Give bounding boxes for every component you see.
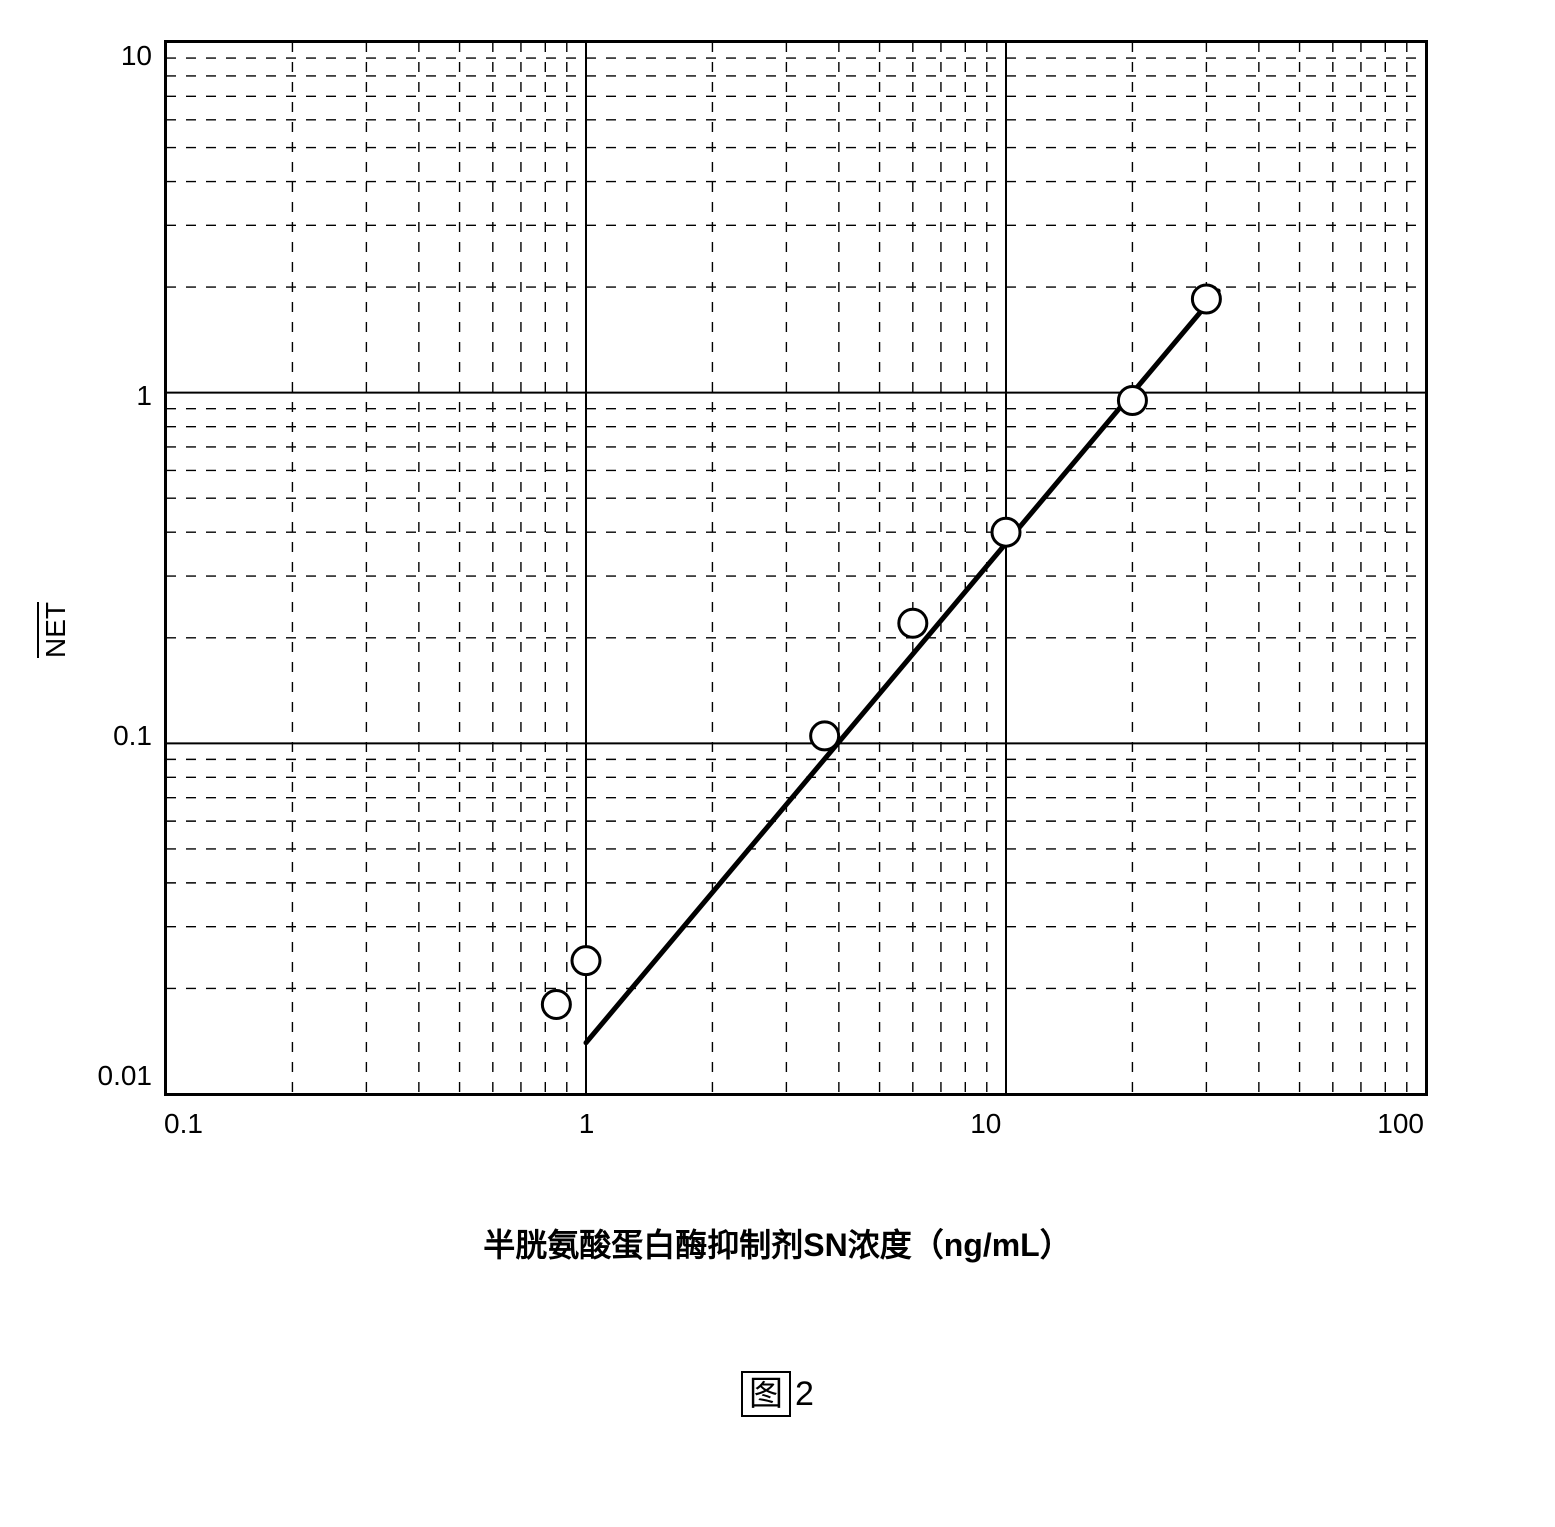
y-axis-ticks: 10 1 0.1 0.01 — [82, 40, 164, 1092]
figure-container: NET 10 1 0.1 0.01 0.1 1 10 100 半胱氨酸蛋白酶抑制… — [40, 40, 1515, 1415]
y-tick: 0.01 — [82, 1060, 152, 1092]
x-tick: 0.1 — [164, 1108, 203, 1140]
caption-prefix: 图 — [741, 1371, 791, 1417]
y-axis-label: NET — [40, 522, 72, 658]
y-tick: 10 — [82, 40, 152, 72]
x-tick: 10 — [970, 1108, 1001, 1140]
plot-svg — [166, 42, 1426, 1094]
figure-caption: 图2 — [40, 1366, 1515, 1415]
caption-number: 2 — [795, 1375, 814, 1413]
y-tick: 0.1 — [82, 720, 152, 752]
x-axis-label: 半胱氨酸蛋白酶抑制剂SN浓度（ng/mL） — [40, 1220, 1515, 1266]
chart-wrapper: NET 10 1 0.1 0.01 0.1 1 10 100 — [40, 40, 1515, 1140]
x-axis-ticks: 0.1 1 10 100 — [164, 1108, 1424, 1140]
x-tick: 1 — [579, 1108, 595, 1140]
y-tick: 1 — [82, 380, 152, 412]
x-tick: 100 — [1377, 1108, 1424, 1140]
plot-area — [164, 40, 1428, 1096]
